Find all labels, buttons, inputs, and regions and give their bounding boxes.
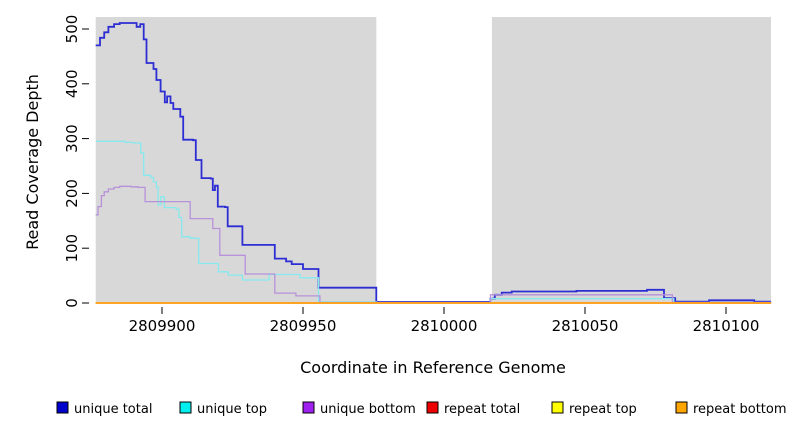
legend-swatch-repeat-bottom	[675, 401, 688, 414]
legend-label-repeat-bottom: repeat bottom	[693, 402, 787, 417]
series-line-unique-bottom	[95, 185, 772, 304]
x-tick-label: 2810000	[411, 317, 478, 335]
plot-background-group	[95, 17, 771, 304]
coverage-gap-band	[376, 17, 492, 304]
legend-swatch-unique-top	[179, 401, 192, 414]
x-axis-title: Coordinate in Reference Genome	[300, 358, 566, 377]
y-axis-title: Read Coverage Depth	[23, 74, 42, 250]
legend-label-unique-total: unique total	[74, 402, 152, 417]
legend-label-repeat-top: repeat top	[569, 402, 637, 417]
legend-swatch-repeat-top	[551, 401, 564, 414]
axes-group: 2809900 2809950 2810000 2810050 2810100 0 100 2…	[63, 15, 759, 335]
legend-swatch-unique-total	[56, 401, 69, 414]
legend-swatch-repeat-total	[426, 401, 439, 414]
legend: unique total unique top unique bottom repea…	[56, 401, 787, 417]
legend-label-unique-bottom: unique bottom	[320, 402, 416, 417]
legend-label-repeat-total: repeat total	[444, 402, 520, 417]
series-line-unique-total	[95, 22, 772, 303]
legend-label-unique-top: unique top	[197, 402, 267, 417]
y-tick-label: 300	[63, 124, 81, 153]
legend-swatch-unique-bottom	[302, 401, 315, 414]
y-tick-label: 400	[63, 69, 81, 98]
series-lines-group	[95, 22, 772, 304]
y-tick-label: 0	[63, 298, 81, 308]
series-line-unique-top	[95, 140, 772, 304]
x-tick-label: 2809900	[129, 317, 196, 335]
x-tick-label: 2810050	[552, 317, 619, 335]
y-tick-label: 100	[63, 234, 81, 263]
y-tick-label: 500	[63, 15, 81, 44]
x-tick-label: 2810100	[693, 317, 760, 335]
x-tick-label: 2809950	[270, 317, 337, 335]
y-tick-label: 200	[63, 179, 81, 208]
